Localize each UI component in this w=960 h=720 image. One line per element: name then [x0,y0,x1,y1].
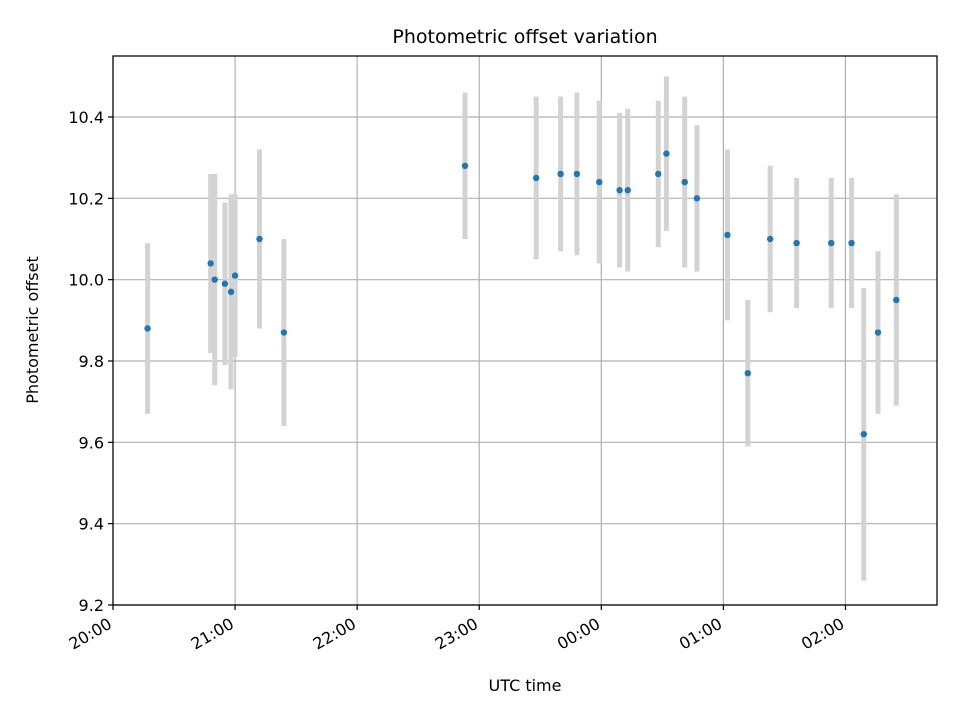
data-point [227,288,235,296]
data-point [211,276,218,283]
data-point [663,150,670,157]
data-point [693,195,701,202]
y-tick-label: 9.8 [79,352,104,371]
data-point [207,260,214,267]
chart-title: Photometric offset variation [392,26,657,48]
data-point [793,239,800,247]
data-point [893,296,900,304]
data-point [144,325,151,332]
data-point [848,239,855,247]
y-tick-label: 10.0 [68,271,104,290]
y-tick-label: 9.4 [79,515,104,534]
y-tick-label: 9.2 [79,596,104,615]
data-point [860,431,867,438]
y-axis-label: Photometric offset [23,256,42,404]
y-tick-label: 10.4 [68,108,104,127]
data-points [144,150,900,438]
data-point [461,162,469,169]
data-point [744,370,751,377]
data-point [532,174,540,182]
data-point [557,170,564,178]
data-point [616,187,623,194]
y-axis-ticks: 9.2 9.4 9.6 9.8 10.0 10.2 10.4 [68,108,113,615]
data-point [874,329,882,336]
data-point [256,235,263,243]
plot-area [113,56,937,605]
y-tick-label: 9.6 [79,433,104,452]
data-point [231,272,239,279]
data-point [280,329,288,336]
plot-frame [112,55,938,606]
data-point [724,231,731,239]
data-point [221,280,229,287]
data-point [681,178,688,186]
data-point [655,170,662,178]
data-point [624,187,631,194]
data-point [573,170,581,178]
data-point [828,239,835,247]
x-axis-label: UTC time [489,676,562,695]
y-tick-label: 10.2 [68,189,104,208]
data-point [596,178,603,186]
data-point [766,235,774,243]
